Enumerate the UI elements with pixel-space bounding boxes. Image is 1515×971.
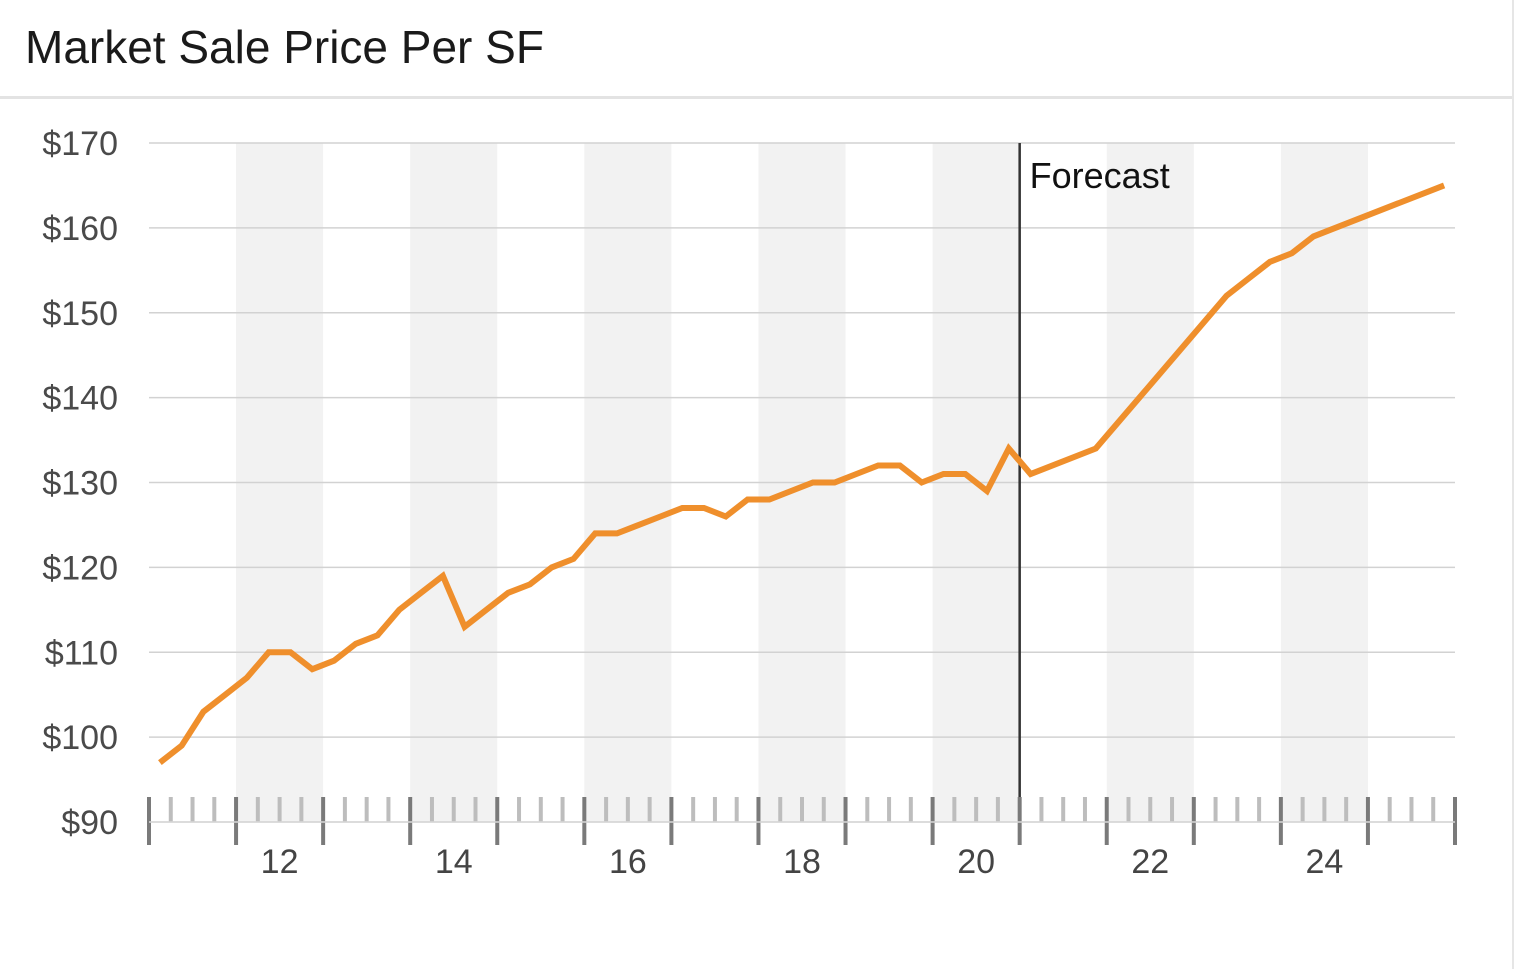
y-tick-label: $90 [61, 804, 118, 842]
y-tick-label: $150 [42, 295, 118, 333]
y-tick-label: $110 [45, 634, 118, 672]
x-tick-label: 12 [261, 843, 299, 881]
y-tick-label: $120 [42, 549, 118, 587]
y-tick-label: $130 [42, 465, 118, 503]
x-tick-label: 18 [783, 843, 821, 881]
x-tick-label: 14 [435, 843, 473, 881]
series-line-0 [158, 182, 1446, 765]
x-tick-label: 24 [1305, 843, 1343, 881]
y-tick-label: $140 [42, 380, 118, 418]
chart-title: Market Sale Price Per SF [25, 21, 544, 73]
x-tick-label: 16 [609, 843, 647, 881]
y-tick-label: $100 [42, 719, 118, 757]
x-tick-label: 22 [1131, 843, 1169, 881]
x-tick-label: 20 [957, 843, 995, 881]
forecast-label: Forecast [1030, 155, 1170, 196]
chart-header: Market Sale Price Per SF [0, 0, 1512, 99]
y-tick-label: $170 [42, 125, 118, 163]
y-tick-label: $160 [42, 210, 118, 248]
